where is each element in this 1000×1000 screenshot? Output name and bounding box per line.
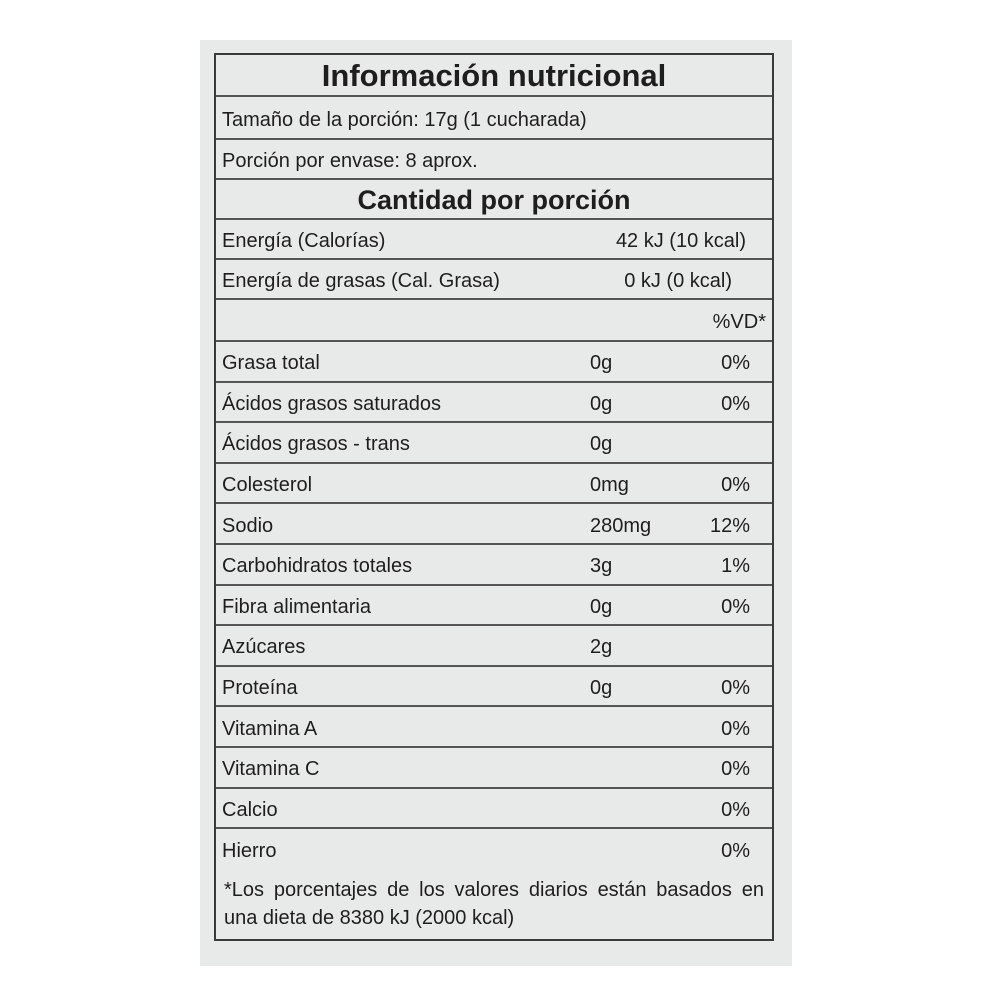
servings-per-container: Porción por envase: 8 aprox. — [222, 149, 478, 172]
nutrient-amount: 0g — [590, 392, 613, 415]
nutrition-facts-table: Información nutricional Tamaño de la por… — [214, 53, 774, 941]
nutrient-row: Proteína 0g 0% — [216, 667, 772, 708]
serving-size-row: Tamaño de la porción: 17g (1 cucharada) — [216, 97, 772, 140]
nutrient-label: Ácidos grasos - trans — [222, 433, 410, 456]
nutrient-label: Hierro — [222, 840, 277, 863]
nutrient-dv: 0% — [721, 840, 750, 863]
footnote: *Los porcentajes de los valores diarios … — [224, 879, 764, 929]
nutrient-row: Ácidos grasos - trans 0g — [216, 423, 772, 464]
nutrient-amount: 0g — [590, 595, 613, 618]
dv-header: %VD* — [712, 310, 766, 333]
energy-fat-row: Energía de grasas (Cal. Grasa) 0 kJ (0 k… — [216, 260, 772, 300]
nutrient-amount: 280mg — [590, 514, 652, 537]
nutrient-label: Calcio — [222, 798, 278, 821]
nutrient-row: Ácidos grasos saturados 0g 0% — [216, 383, 772, 424]
nutrient-dv: 0% — [721, 758, 750, 781]
amount-per-serving-heading: Cantidad por porción — [216, 180, 772, 220]
nutrient-label: Fibra alimentaria — [222, 595, 371, 618]
nutrient-row: Hierro 0% — [216, 829, 772, 870]
nutrient-dv: 0% — [721, 392, 750, 415]
energy-label: Energía (Calorías) — [222, 229, 386, 252]
nutrient-label: Azúcares — [222, 636, 306, 659]
servings-per-container-row: Porción por envase: 8 aprox. — [216, 140, 772, 180]
nutrient-row: Sodio 280mg 12% — [216, 504, 772, 545]
footnote-row: *Los porcentajes de los valores diarios … — [216, 870, 772, 943]
nutrient-row: Calcio 0% — [216, 789, 772, 830]
serving-size: Tamaño de la porción: 17g (1 cucharada) — [222, 108, 587, 131]
dv-header-row: %VD* — [216, 300, 772, 342]
nutrient-label: Grasa total — [222, 352, 320, 375]
nutrient-row: Vitamina C 0% — [216, 748, 772, 789]
nutrient-amount: 2g — [590, 636, 613, 659]
nutrient-label: Proteína — [222, 676, 298, 699]
nutrient-row: Colesterol 0mg 0% — [216, 464, 772, 505]
nutrient-dv: 0% — [721, 352, 750, 375]
nutrient-row: Carbohidratos totales 3g 1% — [216, 545, 772, 586]
nutrient-amount: 0mg — [590, 473, 629, 496]
nutrient-row: Vitamina A 0% — [216, 707, 772, 748]
energy-fat-value: 0 kJ (0 kcal) — [624, 269, 732, 292]
nutrient-dv: 0% — [721, 676, 750, 699]
nutrient-row: Grasa total 0g 0% — [216, 342, 772, 383]
nutrient-label: Ácidos grasos saturados — [222, 392, 442, 415]
nutrient-label: Vitamina C — [222, 758, 320, 781]
energy-fat-label: Energía de grasas (Cal. Grasa) — [222, 269, 500, 292]
nutrient-amount: 3g — [590, 555, 613, 578]
nutrient-amount: 0g — [590, 676, 613, 699]
nutrient-dv: 12% — [709, 514, 750, 537]
energy-value: 42 kJ (10 kcal) — [615, 229, 746, 252]
table-title: Información nutricional — [216, 55, 772, 97]
nutrient-amount: 0g — [590, 433, 613, 456]
nutrient-amount: 0g — [590, 352, 613, 375]
nutrient-row: Azúcares 2g — [216, 626, 772, 667]
nutrient-label: Vitamina A — [222, 717, 318, 740]
nutrient-label: Carbohidratos totales — [222, 555, 413, 578]
nutrient-label: Sodio — [222, 514, 274, 537]
nutrient-dv: 0% — [721, 717, 750, 740]
nutrient-dv: 0% — [721, 798, 750, 821]
nutrient-row: Fibra alimentaria 0g 0% — [216, 586, 772, 627]
nutrient-dv: 1% — [721, 555, 750, 578]
energy-row: Energía (Calorías) 42 kJ (10 kcal) — [216, 220, 772, 260]
nutrient-label: Colesterol — [222, 473, 313, 496]
nutrient-dv: 0% — [721, 595, 750, 618]
nutrient-dv: 0% — [721, 473, 750, 496]
